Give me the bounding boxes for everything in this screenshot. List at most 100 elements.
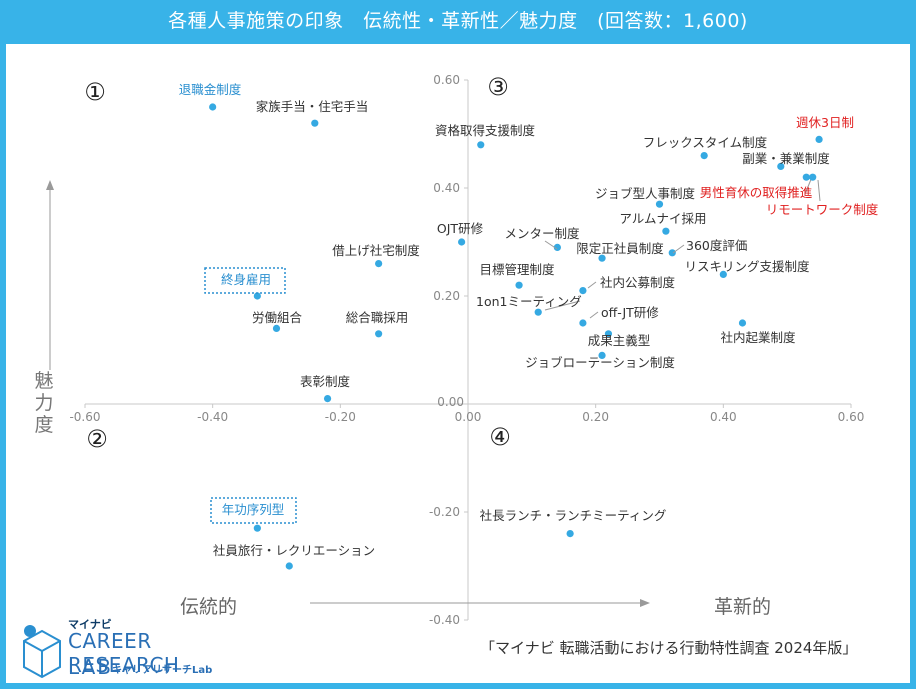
- label-leader-line: [544, 300, 581, 311]
- quadrant-marker: ②: [86, 425, 108, 453]
- data-label: 年功序列型: [222, 502, 285, 517]
- data-point: [458, 238, 466, 246]
- quadrant-marker: ③: [487, 73, 509, 101]
- logo-lab: LAB: [68, 655, 114, 679]
- y-tick-label: -0.40: [429, 613, 460, 627]
- data-point: [375, 330, 383, 338]
- data-label: 社内公募制度: [600, 275, 676, 290]
- data-point: [534, 308, 542, 316]
- data-point: [579, 319, 587, 327]
- data-label: 資格取得支援制度: [435, 123, 536, 138]
- x-axis-label-right: 革新的: [714, 596, 772, 618]
- data-point: [566, 530, 574, 538]
- source-note: 「マイナビ 転職活動における行動特性調査 2024年版」: [480, 639, 858, 657]
- data-label: 週休3日制: [796, 115, 854, 130]
- data-point: [809, 173, 817, 181]
- data-point: [285, 562, 293, 570]
- logo-cube-icon: [23, 625, 61, 679]
- data-label: 副業・兼業制度: [742, 151, 830, 166]
- y-arrow-head: [46, 180, 54, 190]
- x-tick-label: 0.40: [710, 410, 737, 424]
- data-point: [253, 292, 261, 300]
- x-tick-label: 0.00: [455, 410, 482, 424]
- logo-subtitle: キャリアリサーチLab: [112, 665, 213, 676]
- data-point: [598, 254, 606, 262]
- data-point: [375, 260, 383, 268]
- career-research-lab-logo: マイナビ CAREER RESEARCH LAB キャリアリサーチLab: [20, 613, 220, 681]
- data-label: ジョブローテーション制度: [525, 355, 675, 370]
- data-point: [604, 330, 613, 338]
- data-label: 終身雇用: [221, 272, 271, 287]
- chart-panel: [6, 44, 910, 683]
- label-leader-line: [817, 179, 821, 202]
- data-label: 表彰制度: [300, 374, 351, 389]
- data-point: [662, 227, 670, 235]
- data-label: 借上げ社宅制度: [332, 243, 420, 258]
- data-label: アルムナイ採用: [619, 211, 706, 226]
- data-label: OJT研修: [437, 221, 484, 236]
- y-tick-label: -0.20: [429, 505, 460, 519]
- data-point: [553, 243, 561, 251]
- y-tick-label: 0.20: [433, 289, 460, 303]
- label-dashed-box: [204, 267, 286, 294]
- x-arrow-head: [640, 599, 650, 607]
- data-point: [738, 319, 747, 327]
- data-point: [668, 249, 676, 257]
- data-label: フレックスタイム制度: [643, 135, 768, 150]
- label-leader-line: [587, 281, 597, 289]
- data-label: 家族手当・住宅手当: [256, 99, 369, 114]
- data-point: [655, 200, 664, 208]
- data-point: [209, 103, 217, 111]
- x-tick-label: -0.20: [325, 410, 356, 424]
- x-tick-label: 0.60: [838, 410, 865, 424]
- data-label: 社内起業制度: [720, 330, 796, 345]
- data-label: メンター制度: [504, 226, 580, 241]
- data-label: 目標管理制度: [479, 262, 555, 277]
- data-label: 社長ランチ・ランチミーティング: [480, 508, 667, 523]
- x-tick-label: -0.40: [197, 410, 228, 424]
- data-point: [777, 162, 785, 170]
- data-point: [272, 324, 281, 332]
- data-label: リスキリング支援制度: [684, 259, 810, 274]
- data-label: ジョブ型人事制度: [595, 186, 696, 201]
- data-label: 労働組合: [252, 310, 303, 325]
- data-point: [323, 395, 332, 403]
- label-leader-line: [544, 240, 558, 250]
- data-label: 総合職採用: [346, 310, 409, 325]
- data-point: [477, 141, 485, 149]
- data-label: 1on1ミーティング: [476, 294, 582, 309]
- data-point: [253, 524, 261, 532]
- x-tick-label: 0.20: [582, 410, 609, 424]
- logo-career-research: CAREER RESEARCH: [68, 629, 180, 677]
- label-leader-line: [672, 244, 685, 254]
- data-point: [802, 173, 810, 181]
- data-label: off-JT研修: [601, 305, 659, 320]
- data-label: 社員旅行・レクリエーション: [213, 543, 375, 558]
- data-point: [700, 152, 708, 160]
- data-label: 男性育休の取得推進: [700, 185, 813, 200]
- y-tick-label: 0.60: [433, 73, 460, 87]
- data-point: [515, 281, 523, 289]
- label-leader-line: [589, 311, 599, 319]
- chart-title: 各種人事施策の印象 伝統性・革新性／魅力度 (回答数：1,600): [168, 10, 748, 32]
- quadrant-marker: ①: [84, 78, 106, 106]
- data-label: 限定正社員制度: [576, 241, 664, 256]
- data-label: 360度評価: [686, 238, 747, 253]
- data-point: [579, 287, 587, 295]
- logo-mynavi: マイナビ: [68, 618, 112, 631]
- y-axis-label: 魅力度: [34, 370, 54, 436]
- data-label: 成果主義型: [588, 333, 651, 348]
- quadrant-marker: ④: [489, 423, 511, 451]
- x-axis-label-left: 伝統的: [180, 596, 238, 618]
- y-tick-label: 0.40: [433, 181, 460, 195]
- data-point: [815, 135, 823, 143]
- data-label: リモートワーク制度: [766, 202, 879, 217]
- data-point: [719, 270, 727, 278]
- y-tick-label: 0.00: [437, 395, 464, 409]
- label-dashed-box: [210, 497, 297, 524]
- x-tick-label: -0.60: [69, 410, 100, 424]
- data-point: [311, 119, 319, 127]
- data-point: [598, 351, 606, 359]
